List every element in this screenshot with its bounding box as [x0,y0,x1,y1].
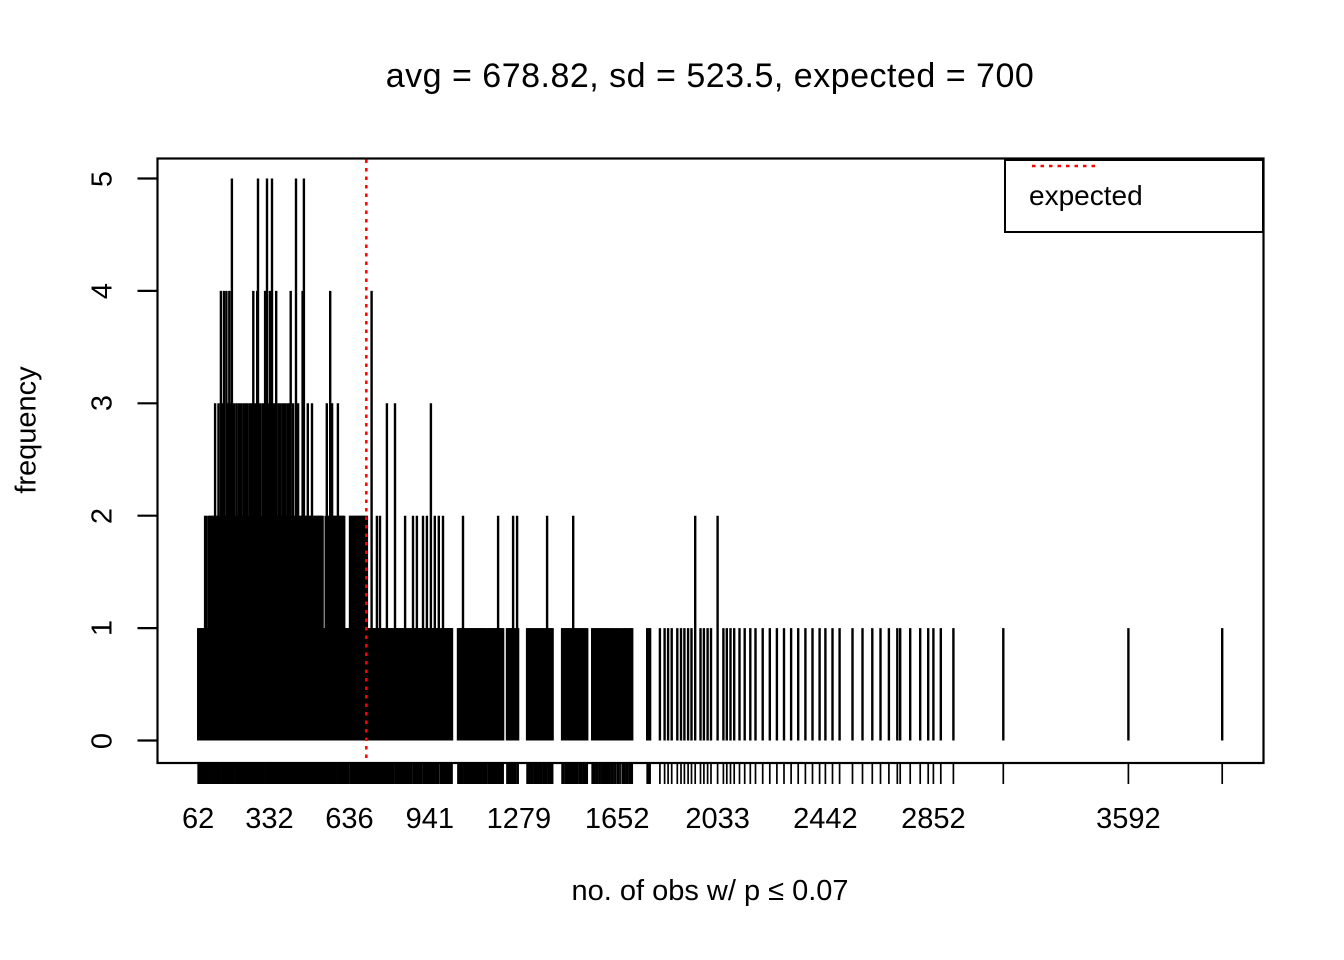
plot-border [156,157,1265,765]
x-axis-rug [197,764,1224,784]
x-tick-label: 332 [245,803,294,835]
x-tick-label: 62 [182,803,215,835]
x-tick-label: 941 [405,803,454,835]
x-tick-label: 2033 [685,803,750,835]
spikes-group [196,178,1224,741]
x-tick-label: 3592 [1096,803,1161,835]
expected-line-icon [1032,164,1096,168]
legend: expected [1004,159,1264,233]
y-tick-label: 1 [86,620,119,637]
x-tick-label: 2852 [901,803,966,835]
y-tick-label: 5 [86,170,119,187]
chart-title: avg = 678.82, sd = 523.5, expected = 700 [385,57,1035,95]
y-axis-label: frequency [10,366,43,494]
x-tick-label: 2442 [793,803,858,835]
legend-label: expected [1029,180,1143,211]
y-tick-label: 3 [86,395,119,412]
y-tick-label: 0 [86,732,119,749]
x-tick-label: 1279 [486,803,552,835]
y-tick-label: 4 [86,282,119,299]
x-tick-label: 636 [325,803,374,835]
x-tick-label: 1652 [584,803,650,835]
y-axis-ticks [137,177,158,742]
x-axis-label: no. of obs w/ p ≤ 0.07 [571,875,849,907]
y-tick-label: 2 [86,507,119,524]
